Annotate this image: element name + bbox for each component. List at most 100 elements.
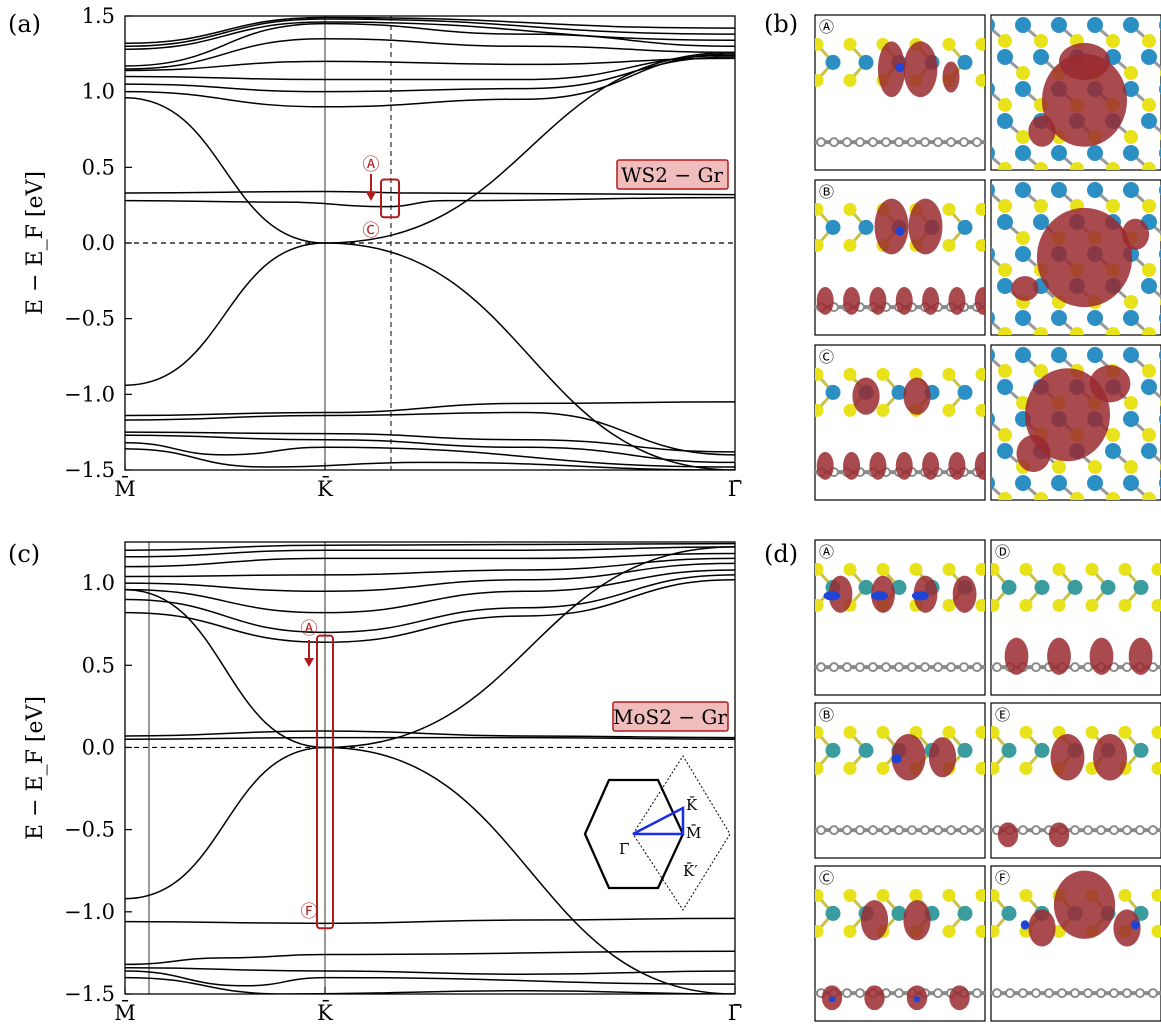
sulfur-atom (843, 403, 857, 417)
structure-b-b-top (990, 179, 1161, 336)
metal-atom (957, 905, 973, 921)
metal-atom (991, 183, 995, 197)
band-structure-ws2-gr: 1.5 1.0 0.5 0.0 −0.5 −1.0 −1.5M̄ K̄ Γ̄ E − E_F [… (23, 4, 742, 501)
density-lobe (816, 286, 834, 315)
metal-atom (997, 379, 1013, 395)
sulfur-atom (998, 327, 1012, 335)
density-core (911, 591, 929, 601)
highlight-box (316, 634, 334, 930)
sulfur-atom (991, 761, 1000, 775)
metal-atom (1087, 347, 1103, 363)
metal-atom (997, 278, 1013, 294)
tag-ws2-gr: WS2 − Gr (616, 159, 729, 190)
tag-mos2-gr: MoS2 − Gr (612, 701, 729, 732)
carbon-atom (1096, 988, 1106, 999)
panel-label-b: (b) (764, 10, 798, 38)
metal-atom (1087, 17, 1103, 33)
sulfur-atom (843, 73, 857, 87)
sulfur-atom (1124, 460, 1138, 474)
density-lobe (903, 900, 931, 941)
sulfur-atom (909, 562, 923, 576)
carbon-atom (829, 137, 839, 148)
sulfur-atom (1151, 725, 1161, 739)
density-lobe (1028, 115, 1056, 147)
carbon-atom (816, 137, 826, 148)
sulfur-atom (942, 403, 956, 417)
carbon-atom (907, 137, 917, 148)
density-lobe (942, 61, 960, 93)
sulfur-atom (815, 367, 824, 381)
density-lobe (877, 41, 906, 98)
sulfur-atom (1070, 327, 1084, 335)
carbon-atom (881, 662, 891, 673)
metal-atom (1051, 475, 1067, 491)
metal-atom (1087, 475, 1103, 491)
carbon-atom (1122, 662, 1132, 673)
carbon-atom (933, 662, 943, 673)
sulfur-atom (843, 37, 857, 51)
carbon-atom (1096, 825, 1106, 836)
band-line-16 (125, 976, 735, 994)
sulfur-atom (998, 162, 1012, 170)
density-lobe (922, 286, 940, 315)
carbon-atom (959, 662, 969, 673)
density-lobe (1047, 637, 1071, 675)
sulfur-atom (975, 562, 985, 576)
marker-f: Ⓕ (301, 902, 318, 922)
carbon-atom (1070, 662, 1080, 673)
metal-atom (1033, 214, 1049, 230)
bond (1005, 515, 1023, 531)
sulfur-atom (843, 238, 857, 252)
panel-label-a: (a) (8, 10, 41, 38)
density-lobe (869, 451, 887, 480)
carbon-atom (946, 825, 956, 836)
density-lobe (922, 451, 940, 480)
metal-atom (991, 146, 995, 160)
band-line-3 (125, 736, 735, 740)
metal-atom (1141, 379, 1157, 395)
structure-d-a: Ⓐ (814, 539, 986, 696)
metal-atom (1033, 507, 1049, 523)
band-line-12 (125, 16, 735, 44)
metal-atom (1105, 507, 1121, 523)
charge-density-panels-b: Ⓐ Ⓑ Ⓒ (814, 14, 1161, 531)
sulfur-atom (1151, 924, 1161, 938)
density-lobe (895, 286, 913, 315)
carbon-atom (1109, 825, 1119, 836)
sulfur-atom (815, 238, 824, 252)
density-lobe (1089, 365, 1131, 403)
metal-atom (997, 443, 1013, 459)
bond (1041, 515, 1059, 531)
sulfur-atom (942, 238, 956, 252)
metal-atom (891, 579, 907, 595)
sulfur-atom (1142, 98, 1156, 112)
density-lobe (1128, 637, 1153, 675)
sulfur-atom (843, 562, 857, 576)
structure-d-e: Ⓔ (990, 702, 1161, 859)
metal-atom (825, 905, 841, 921)
sulfur-atom (876, 403, 890, 417)
density-lobe (1004, 637, 1029, 675)
sulfur-atom (843, 761, 857, 775)
sulfur-atom (909, 888, 923, 902)
state-label: Ⓓ (995, 543, 1010, 561)
sulfur-atom (975, 598, 985, 612)
carbon-atom (992, 662, 1002, 673)
metal-atom (1123, 310, 1139, 326)
carbon-atom (1044, 988, 1054, 999)
sulfur-atom (843, 202, 857, 216)
band-line-11 (125, 542, 735, 551)
state-label: Ⓐ (819, 543, 834, 561)
state-label: Ⓑ (819, 183, 834, 201)
structure-b-a-side: Ⓐ (814, 14, 986, 171)
carbon-atom (933, 137, 943, 148)
band-line-1 (125, 51, 735, 387)
density-lobe (874, 198, 909, 255)
sulfur-atom (991, 562, 1000, 576)
density-lobe (949, 985, 970, 1011)
sulfur-atom (991, 725, 1000, 739)
sulfur-atom (1034, 162, 1048, 170)
sulfur-atom (843, 924, 857, 938)
metal-atom (1015, 81, 1031, 97)
